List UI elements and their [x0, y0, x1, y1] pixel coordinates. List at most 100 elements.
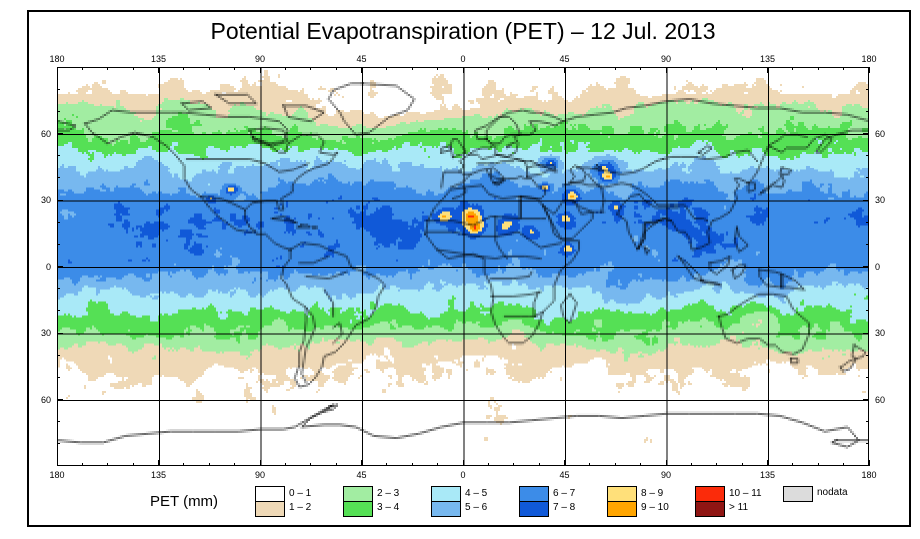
legend-label-stack: 4 – 5 5 – 6 [465, 486, 487, 515]
x-minor-tickmark [716, 67, 718, 70]
x-minor-tickmark [716, 463, 718, 466]
y-minor-tickmark [57, 288, 60, 290]
y-minor-tickmark [57, 177, 60, 179]
legend-swatch-stack [695, 486, 725, 517]
x-minor-tickmark [234, 463, 236, 466]
x-tick-label: 90 [254, 54, 266, 64]
legend-swatch [520, 502, 548, 516]
legend-label: 3 – 4 [377, 502, 400, 513]
x-minor-tickmark [589, 67, 591, 70]
x-minor-tickmark [81, 67, 83, 70]
x-minor-tickmark [437, 463, 439, 466]
legend-swatch [696, 487, 724, 502]
y-minor-tickmark [57, 88, 60, 90]
legend-swatch-stack [255, 486, 285, 517]
y-tick-label: 30 [875, 195, 886, 205]
legend-label: nodata [817, 487, 848, 498]
y-minor-tickmark [57, 310, 60, 312]
y-minor-tickmark [57, 376, 60, 378]
x-tickmark [665, 67, 667, 73]
y-minor-tickmark [866, 421, 869, 423]
x-tickmark [361, 67, 362, 73]
x-minor-tickmark [132, 463, 134, 466]
legend-swatch [344, 487, 372, 502]
legend-swatch [432, 487, 460, 502]
legend-label: > 11 [729, 502, 748, 513]
legend-label-stack: 2 – 3 3 – 4 [377, 486, 399, 515]
y-minor-tickmark [866, 376, 869, 378]
x-tickmark [462, 460, 464, 466]
y-minor-tickmark [866, 221, 869, 223]
x-tick-label: 180 [861, 54, 877, 64]
x-tickmark [564, 67, 565, 73]
x-tickmark [56, 460, 58, 466]
x-minor-tickmark [183, 67, 185, 70]
y-tick-label: 30 [40, 195, 51, 205]
legend-swatch [696, 502, 724, 516]
x-minor-tickmark [81, 463, 83, 466]
y-tick-label: 60 [875, 128, 886, 139]
y-tickmark [57, 399, 63, 400]
x-minor-tickmark [690, 67, 692, 70]
x-tick-label: 180 [49, 470, 65, 480]
legend-swatch [608, 487, 636, 502]
y-minor-tickmark [57, 221, 60, 223]
y-tickmark [57, 266, 63, 267]
y-minor-tickmark [57, 443, 60, 445]
x-tick-label: 0 [460, 54, 466, 64]
y-tick-label: 60 [40, 394, 51, 405]
x-tick-label: 45 [559, 54, 570, 64]
x-tick-label: 135 [150, 470, 167, 480]
x-tick-label: 135 [150, 54, 167, 64]
x-tickmark [158, 67, 159, 73]
x-tickmark [259, 67, 261, 73]
y-minor-tickmark [866, 310, 869, 312]
x-minor-tickmark [817, 463, 819, 466]
legend-swatch-stack [431, 486, 461, 517]
x-tickmark [665, 460, 667, 466]
y-tickmark [863, 199, 869, 201]
x-minor-tickmark [132, 67, 134, 70]
x-minor-tickmark [386, 67, 388, 70]
x-minor-tickmark [208, 463, 210, 466]
y-minor-tickmark [57, 243, 60, 245]
x-minor-tickmark [843, 463, 845, 466]
legend-label: 8 – 9 [641, 488, 664, 499]
legend-label: 4 – 5 [465, 488, 488, 499]
legend-swatch [344, 502, 372, 516]
x-minor-tickmark [411, 463, 413, 466]
x-minor-tickmark [614, 463, 616, 466]
map-panel[interactable] [57, 67, 869, 466]
x-minor-tickmark [411, 67, 413, 70]
x-minor-tickmark [335, 67, 337, 70]
y-minor-tickmark [57, 421, 60, 423]
x-tickmark [564, 460, 565, 466]
y-minor-tickmark [57, 155, 60, 157]
x-tick-label: 45 [356, 470, 367, 480]
x-minor-tickmark [310, 67, 312, 70]
legend-label: 0 – 1 [289, 488, 312, 499]
x-minor-tickmark [538, 463, 540, 466]
x-tick-label: 180 [861, 470, 877, 480]
pet-heatmap-canvas [58, 68, 868, 465]
y-tick-label: 0 [45, 261, 51, 272]
legend-label: 1 – 2 [289, 502, 312, 513]
y-minor-tickmark [57, 354, 60, 356]
legend-swatch [520, 487, 548, 502]
x-minor-tickmark [817, 67, 819, 70]
x-minor-tickmark [487, 463, 489, 466]
y-tickmark [863, 133, 869, 134]
x-tickmark [158, 460, 159, 466]
x-tickmark [767, 67, 768, 73]
x-minor-tickmark [335, 463, 337, 466]
x-tickmark [56, 67, 58, 73]
x-tickmark [462, 67, 464, 73]
y-minor-tickmark [866, 288, 869, 290]
x-tickmark [868, 67, 870, 73]
x-minor-tickmark [614, 67, 616, 70]
x-tick-label: 90 [660, 470, 672, 480]
x-minor-tickmark [208, 67, 210, 70]
legend-label-stack: 6 – 7 7 – 8 [553, 486, 575, 515]
y-tickmark [57, 332, 63, 334]
legend-label: 5 – 6 [465, 502, 488, 513]
